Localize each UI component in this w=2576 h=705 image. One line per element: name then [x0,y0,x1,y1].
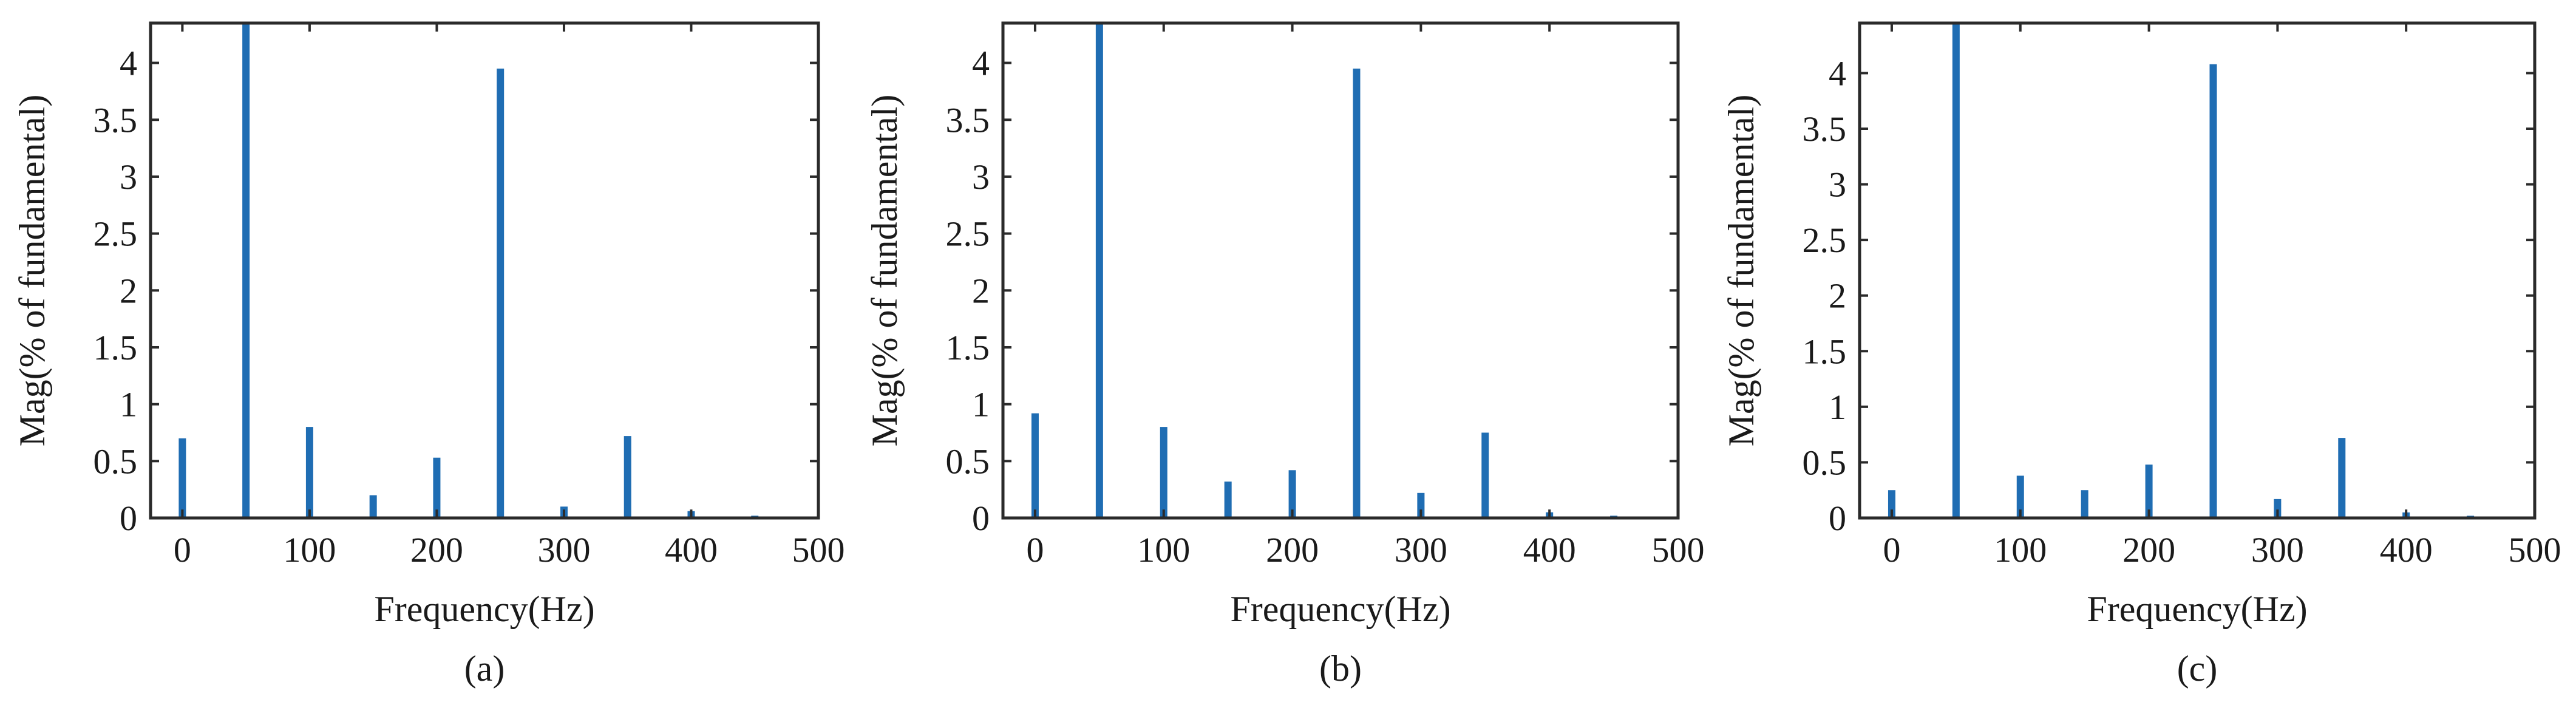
y-tick-label: 3.5 [93,100,138,140]
y-tick-label: 1.5 [946,328,990,367]
bar [1160,427,1167,518]
y-tick-label: 2.5 [1803,220,1847,260]
axes-frame [149,21,820,520]
bar [1952,23,1960,518]
x-tick-label: 200 [1266,530,1319,570]
bar [2274,499,2282,518]
bar [624,436,631,518]
bar [242,23,250,518]
y-tick-label: 0.5 [93,441,138,481]
x-tick-label: 200 [410,530,463,570]
caption-b: (b) [1319,649,1362,689]
x-axis-label-b: Frequency(Hz) [1230,589,1450,629]
bar [178,438,186,518]
bar [1288,470,1296,518]
plot-area-c: 0 100 200 300 400 500 0 0.5 1 1.5 2 2.5 3 3.5 4 [1803,21,2561,570]
y-tick-label: 3.5 [946,100,990,140]
bar [433,457,441,518]
y-tick-label: 1.5 [1803,332,1847,371]
y-tick-label: 1 [1829,387,1846,427]
y-axis-label-a: Mag(% of fundamental) [12,95,52,447]
y-tick-label: 3 [1829,165,1846,205]
x-tick-label: 500 [1652,530,1705,570]
y-tick-label: 2 [120,271,137,310]
x-tick-label: 100 [1137,530,1190,570]
plot-area-b: 0 100 200 300 400 500 0 0.5 1 1.5 2 2.5 3 3.5 4 [946,21,1705,570]
y-tick-label: 2.5 [946,214,990,254]
y-tick-label: 4 [972,44,990,83]
x-tick-label: 400 [665,530,718,570]
bar [2145,465,2153,518]
bar [2338,438,2346,518]
x-axis-label-c: Frequency(Hz) [2087,589,2307,629]
x-tick-label: 500 [792,530,845,570]
axes-frame [1001,21,1680,520]
y-tick-label: 1 [120,385,137,424]
y-tick-label: 2.5 [93,214,138,254]
x-tick-label: 100 [1994,530,2047,570]
y-tick-label: 0.5 [946,441,990,481]
x-tick-label: 200 [2122,530,2175,570]
panel-a: 0 100 200 300 400 500 0 0.5 1 1.5 2 2.5 3 3.5 4 Freque… [12,21,845,689]
x-axis-label-a: Frequency(Hz) [374,589,594,629]
x-tick-label: 0 [1026,530,1044,570]
bar [1224,482,1232,518]
bar [1481,432,1489,518]
caption-c: (c) [2177,649,2218,689]
y-tick-label: 3 [120,157,137,197]
bar [2016,475,2024,518]
x-tick-label: 0 [174,530,191,570]
bar [2209,64,2217,519]
bar [497,68,505,519]
y-tick-label: 4 [120,44,137,83]
y-tick-label: 0.5 [1803,443,1847,482]
x-tick-label: 400 [1523,530,1576,570]
x-tick-label: 300 [2251,530,2304,570]
bar [1095,23,1103,518]
y-tick-label: 0 [972,499,990,538]
y-tick-label: 1.5 [93,328,138,367]
y-tick-label: 4 [1829,53,1846,93]
x-tick-label: 300 [537,530,590,570]
x-tick-label: 500 [2509,530,2561,570]
panel-b: 0 100 200 300 400 500 0 0.5 1 1.5 2 2.5 3 3.5 4 Freque… [865,21,1705,689]
y-tick-label: 0 [1829,499,1846,538]
y-tick-label: 2 [972,271,990,310]
bar [369,495,377,518]
bar [2081,490,2088,518]
panel-c: 0 100 200 300 400 500 0 0.5 1 1.5 2 2.5 3 3.5 4 Freque… [1721,21,2561,689]
x-tick-label: 400 [2380,530,2433,570]
y-tick-label: 0 [120,499,137,538]
caption-a: (a) [464,649,505,689]
bar [1417,492,1425,518]
bar [305,427,313,518]
y-axis-label-b: Mag(% of fundamental) [865,95,905,447]
axes-frame [1858,21,2537,520]
x-tick-label: 300 [1395,530,1447,570]
y-tick-label: 3.5 [1803,109,1847,149]
y-tick-label: 1 [972,385,990,424]
y-tick-label: 3 [972,157,990,197]
x-tick-label: 100 [283,530,336,570]
y-tick-label: 2 [1829,276,1846,316]
plot-area-a: 0 100 200 300 400 500 0 0.5 1 1.5 2 2.5 3 3.5 4 [93,21,845,570]
bar [1353,68,1361,519]
x-tick-label: 0 [1883,530,1900,570]
y-axis-label-c: Mag(% of fundamental) [1721,95,1761,447]
bar [1888,490,1895,518]
bar [1031,413,1039,518]
